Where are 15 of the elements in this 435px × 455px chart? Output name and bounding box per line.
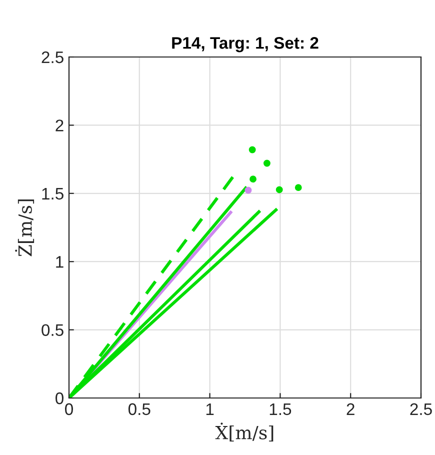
x-tick-label: 1 xyxy=(206,403,214,415)
x-tick-label: 2.5 xyxy=(410,403,432,416)
x-tick-label: 0 xyxy=(65,403,73,416)
x-tick-label: 1.5 xyxy=(270,403,292,416)
y-axis-title: Ż[m/s] xyxy=(15,200,34,256)
y-tick-label: 2 xyxy=(56,120,64,132)
y-tick-label: 1 xyxy=(56,256,64,268)
y-tick-label: 0.5 xyxy=(42,324,64,336)
x-tick-label: 2 xyxy=(346,403,354,415)
x-axis-title: Ẋ[m/s] xyxy=(215,422,274,442)
y-tick-label: 2.5 xyxy=(42,51,64,64)
chart-title: P14, Targ: 1, Set: 2 xyxy=(172,37,318,52)
x-tick-label: 0.5 xyxy=(128,403,150,416)
y-tick-label: 0 xyxy=(56,392,64,404)
y-tick-label: 1.5 xyxy=(42,188,64,200)
